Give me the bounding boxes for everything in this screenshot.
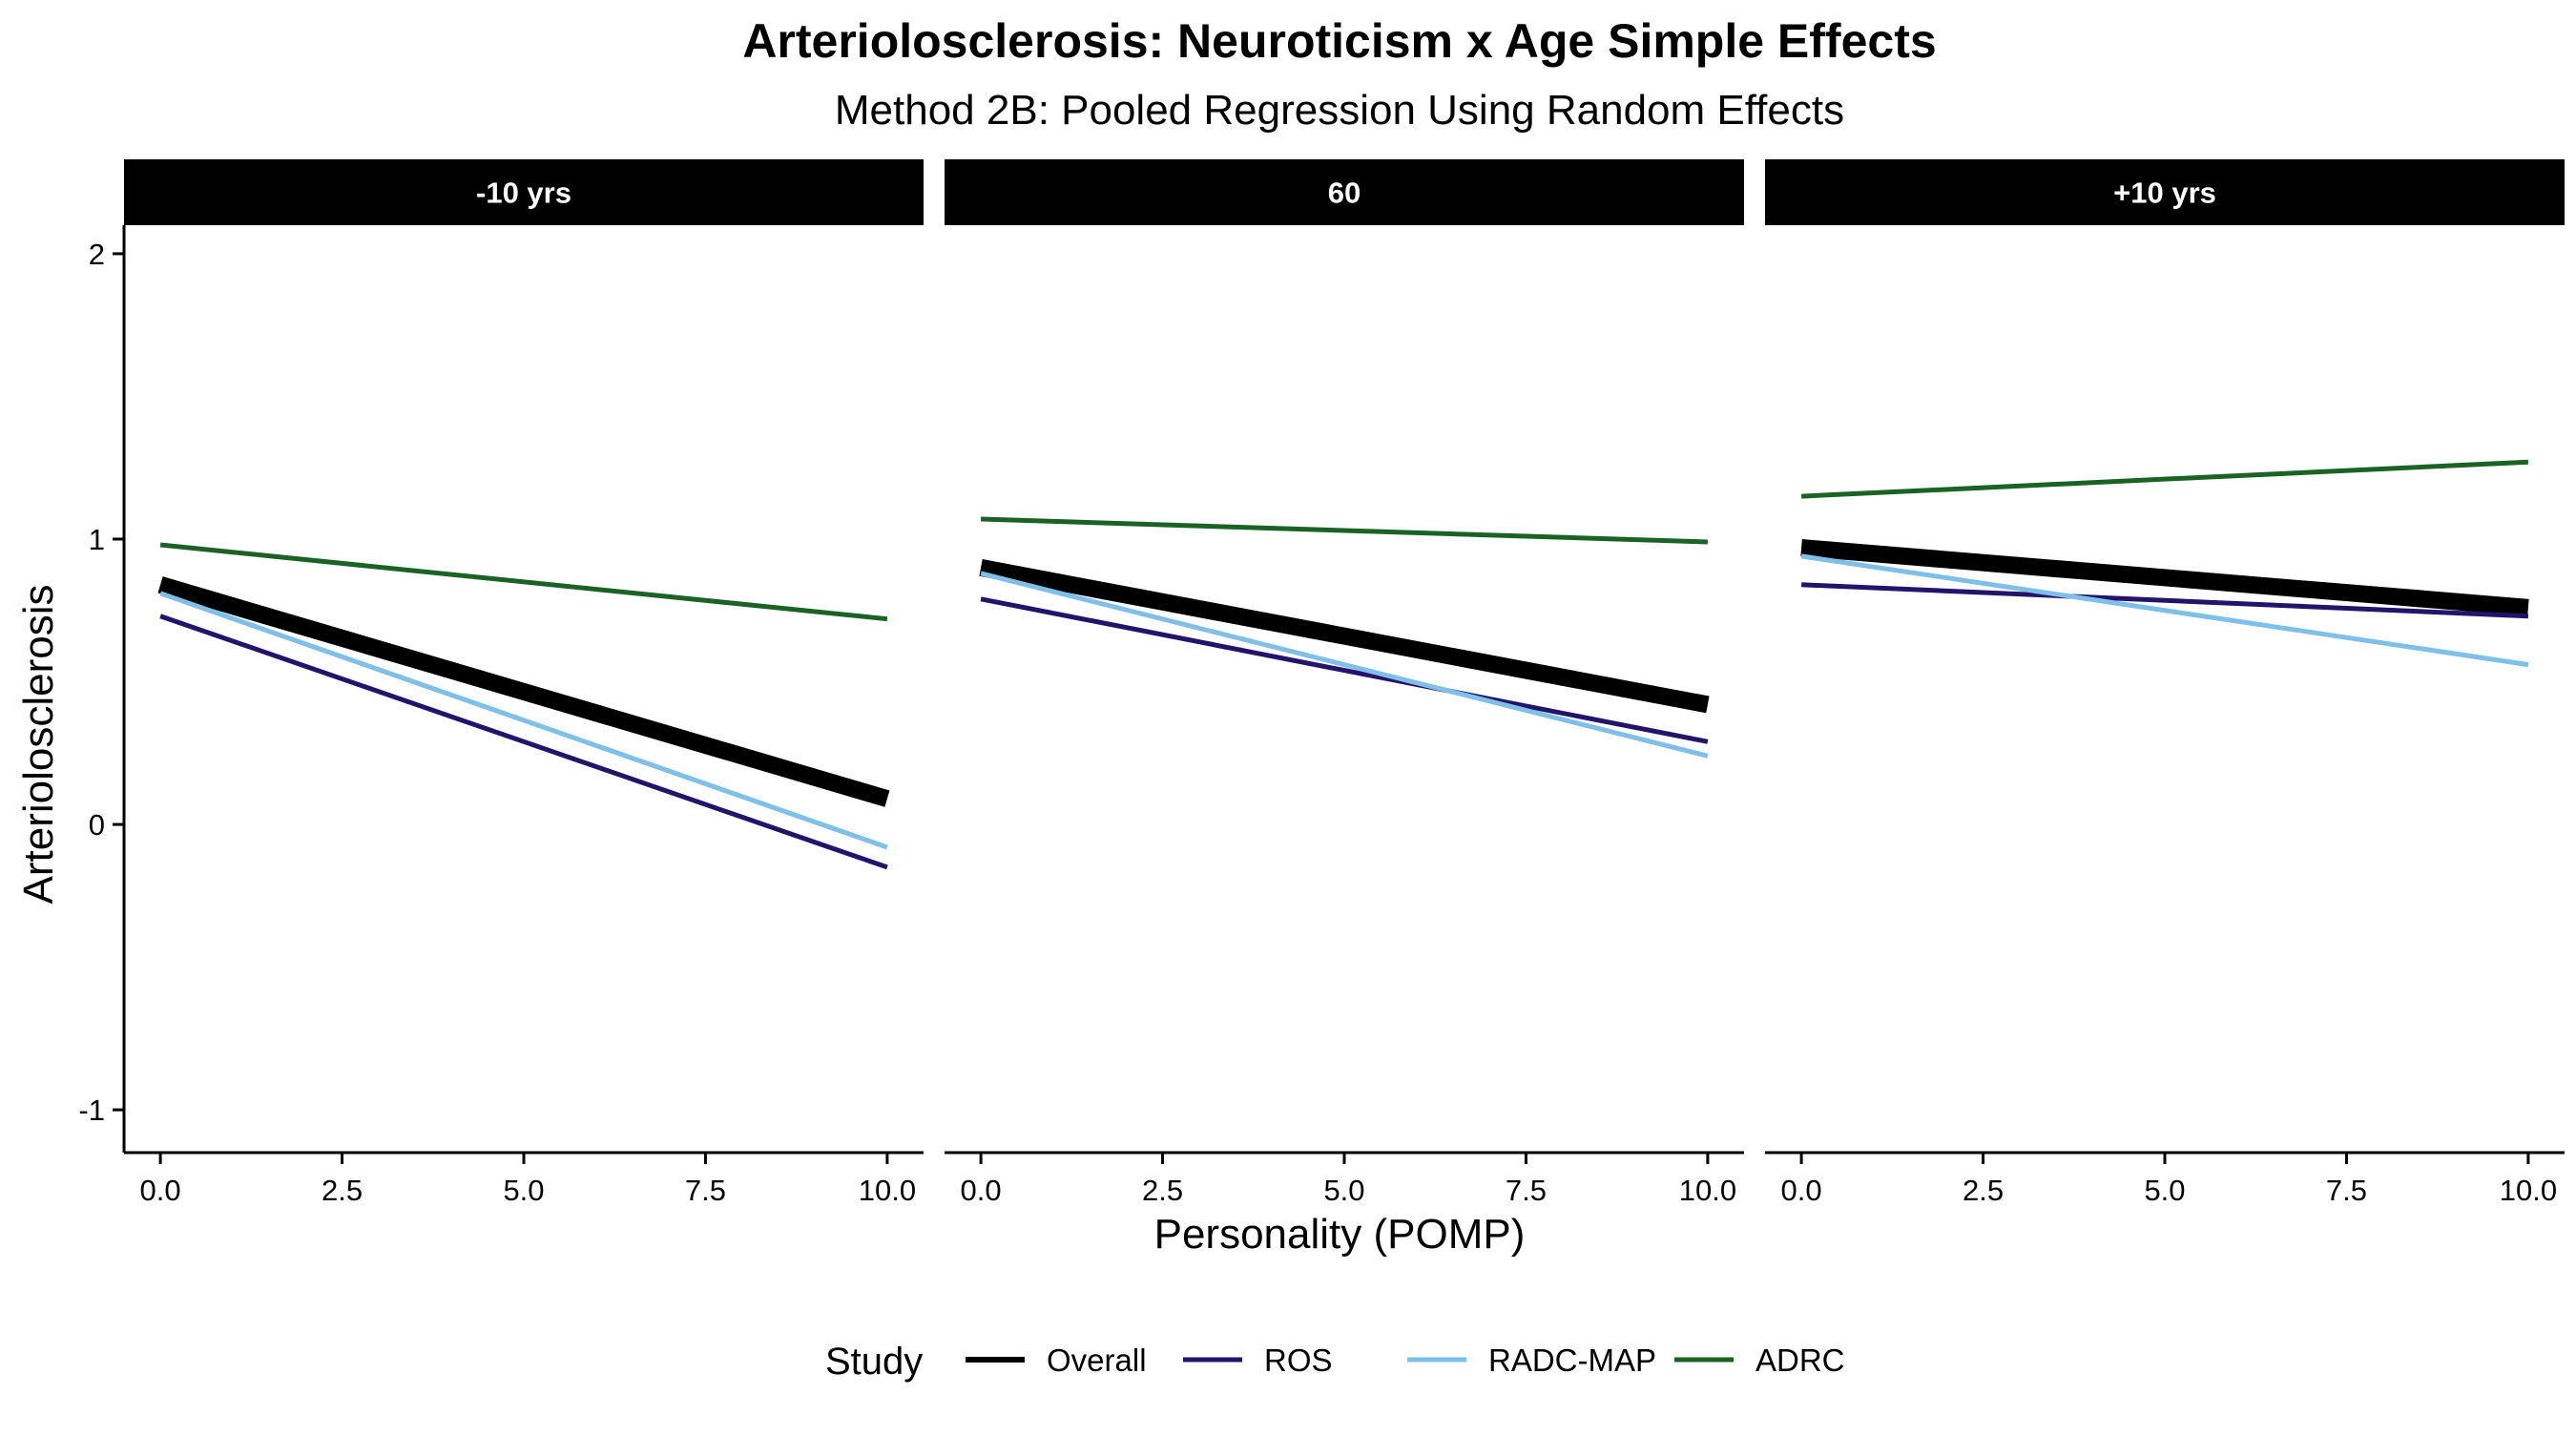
facet-panel-60: 60 0.0 2.5 5.0 7.5 10.0 [945,159,1744,1207]
series-line-radc-map [980,571,1709,759]
facet-strip [1765,159,2565,225]
facet-panel-10-yrs: -10 yrs 0.0 2.5 5.0 7.5 10.0 [124,159,924,1207]
series-line-overall [979,559,1710,714]
y-tick-label: -1 [78,1093,105,1127]
x-tick-label: 5.0 [503,1174,544,1207]
legend-item-adrc: ADRC [1674,1342,1845,1378]
legend-item-ros: ROS [1183,1342,1333,1378]
legend-label: ROS [1264,1342,1333,1378]
series-line-ros [159,614,888,870]
facet-strip [124,159,924,225]
x-tick-label: 2.5 [322,1174,363,1207]
facet-strip-label: 60 [1328,177,1361,210]
series-line-overall [1800,539,2529,616]
series-line-radc-map [1800,553,2529,668]
series-line-radc-map [159,591,888,850]
series-line-adrc [159,542,888,622]
facet-strip-label: +10 yrs [2113,177,2216,210]
y-tick-label: 0 [89,808,105,842]
chart-title: Arteriolosclerosis: Neuroticism x Age Si… [742,14,1936,68]
legend-label: ADRC [1755,1342,1845,1378]
legend-label: RADC-MAP [1488,1342,1656,1378]
x-axis-title: Personality (POMP) [1154,1211,1526,1258]
x-tick-label: 2.5 [1963,1174,2004,1207]
x-tick-label: 5.0 [1323,1174,1364,1207]
y-axis-title: Arteriolosclerosis [15,585,62,905]
series-line-adrc [1800,459,2529,499]
legend-item-overall: Overall [966,1342,1147,1378]
x-tick-label: 0.0 [961,1174,1002,1207]
facet-strip-label: -10 yrs [476,177,571,210]
facet-panels: -1 0 1 2 -10 yrs 0.0 2.5 5.0 7.5 10.0 60 0.0 2.5 5.0 7… [78,159,2565,1207]
facet-panel-10-yrs: +10 yrs 0.0 2.5 5.0 7.5 10.0 [1765,159,2565,1207]
y-tick-label: 1 [89,523,105,556]
facet-strip [945,159,1744,225]
y-tick-label: 2 [89,238,105,271]
x-tick-label: 7.5 [1506,1174,1547,1207]
legend-label: Overall [1047,1342,1147,1378]
x-tick-label: 10.0 [2500,1174,2557,1207]
x-tick-label: 0.0 [1781,1174,1822,1207]
y-axis: -1 0 1 2 [78,225,126,1153]
series-line-adrc [981,516,1708,545]
x-tick-label: 10.0 [859,1174,916,1207]
x-tick-label: 2.5 [1142,1174,1183,1207]
series-line-ros [980,596,1709,744]
x-tick-label: 5.0 [2144,1174,2185,1207]
x-tick-label: 10.0 [1679,1174,1736,1207]
series-line-overall [157,576,890,807]
x-tick-label: 7.5 [2326,1174,2367,1207]
chart-subtitle: Method 2B: Pooled Regression Using Rando… [835,87,1844,134]
series-line-ros [1800,582,2529,619]
legend-item-radc-map: RADC-MAP [1407,1342,1656,1378]
legend: Study Overall ROS RADC-MAP ADRC [825,1341,1845,1383]
legend-title: Study [825,1341,923,1383]
x-tick-label: 0.0 [140,1174,181,1207]
x-tick-label: 7.5 [685,1174,726,1207]
